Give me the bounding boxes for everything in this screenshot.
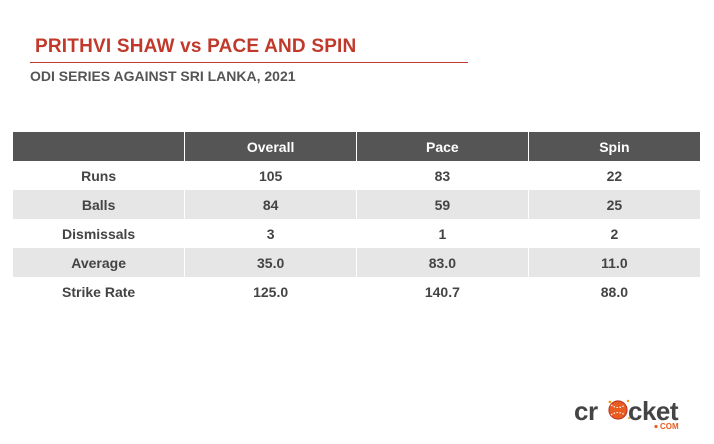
cell-dismissals-spin: 2 — [527, 219, 700, 248]
svg-text:cket: cket — [628, 396, 679, 426]
header-cell-overall: Overall — [184, 132, 357, 161]
table-row: Dismissals 3 1 2 — [13, 219, 700, 248]
cell-runs-pace: 83 — [356, 161, 529, 190]
cell-dismissals-overall: 3 — [184, 219, 357, 248]
cell-balls-spin: 25 — [527, 190, 700, 219]
header-cell-spin: Spin — [527, 132, 700, 161]
cell-strike-rate-spin: 88.0 — [527, 277, 700, 306]
cell-runs-spin: 22 — [527, 161, 700, 190]
cricket-ball-logo-icon — [608, 399, 630, 420]
cell-balls-overall: 84 — [184, 190, 357, 219]
header-cell-pace: Pace — [356, 132, 529, 161]
cricket-com-logo: cr cket COM — [574, 396, 679, 431]
svg-text:COM: COM — [660, 422, 679, 431]
cell-dismissals-pace: 1 — [356, 219, 529, 248]
title-underline — [30, 62, 468, 63]
table-row: Balls 84 59 25 — [13, 190, 700, 219]
table-header-row: Overall Pace Spin — [13, 132, 700, 161]
table-row: Average 35.0 83.0 11.0 — [13, 248, 700, 277]
table-row: Runs 105 83 22 — [13, 161, 700, 190]
row-label-strike-rate: Strike Rate — [62, 283, 136, 300]
row-label-balls: Balls — [13, 190, 185, 219]
row-label-dismissals: Dismissals — [62, 225, 136, 242]
row-label-average: Average — [13, 248, 185, 277]
cell-strike-rate-overall: 125.0 — [184, 277, 357, 306]
row-label-runs: Runs — [81, 167, 117, 184]
page-subtitle: ODI SERIES AGAINST SRI LANKA, 2021 — [30, 68, 296, 84]
page-title: PRITHVI SHAW vs PACE AND SPIN — [35, 36, 357, 57]
cell-average-pace: 83.0 — [356, 248, 529, 277]
svg-text:cr: cr — [574, 396, 598, 426]
cell-strike-rate-pace: 140.7 — [356, 277, 529, 306]
stats-table: Overall Pace Spin Runs 105 83 22 Balls 8… — [13, 132, 700, 306]
table-row: Strike Rate 125.0 140.7 88.0 — [13, 277, 700, 306]
cell-average-overall: 35.0 — [184, 248, 357, 277]
cell-runs-overall: 105 — [184, 161, 357, 190]
header-cell-empty — [13, 132, 185, 161]
cell-balls-pace: 59 — [356, 190, 529, 219]
cell-average-spin: 11.0 — [527, 248, 700, 277]
